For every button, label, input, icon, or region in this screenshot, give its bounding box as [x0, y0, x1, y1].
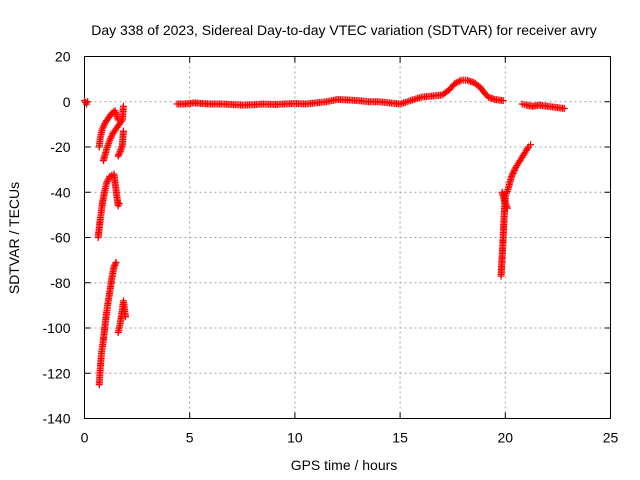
- late-recovery-marker: [503, 204, 511, 212]
- chart-title: Day 338 of 2023, Sidereal Day-to-day VTE…: [91, 22, 597, 38]
- y-axis-label: SDTVAR / TECUs: [6, 182, 22, 294]
- x-tick-label: 0: [81, 430, 89, 446]
- early-drop-mid-marker: [115, 200, 123, 208]
- y-tick-label: -120: [42, 365, 70, 381]
- x-tick-label: 20: [498, 430, 514, 446]
- late-recovery-marker: [510, 166, 518, 174]
- x-axis-label: GPS time / hours: [291, 457, 398, 473]
- early-drop-deep-marker: [110, 263, 118, 271]
- early-drop-deep-marker: [111, 260, 119, 268]
- late-arc-marker: [560, 105, 568, 113]
- y-tick-label: -140: [42, 411, 70, 427]
- late-recovery-marker: [502, 201, 510, 209]
- y-tick-label: -40: [50, 184, 70, 200]
- early-arc-b-marker: [119, 102, 127, 110]
- early-arc-c-marker: [116, 149, 124, 157]
- x-tick-labels: 0 5 10 15 20 25: [81, 430, 619, 446]
- early-drop-deep-marker: [122, 313, 130, 321]
- y-tick-label: 0: [63, 94, 71, 110]
- early-arc-c-marker: [119, 127, 127, 135]
- daytime-arc-marker: [84, 98, 92, 106]
- x-tick-label: 25: [603, 430, 619, 446]
- axis-ticks: [84, 56, 611, 419]
- late-recovery-marker: [509, 169, 517, 177]
- daytime-arc-marker: [499, 97, 507, 105]
- x-tick-label: 5: [186, 430, 194, 446]
- y-tick-labels: -140 -120 -100 -80 -60 -40 -20 0 20: [42, 49, 70, 427]
- late-recovery-marker: [508, 172, 516, 180]
- y-tick-label: 20: [55, 49, 71, 65]
- early-arc-b-marker: [117, 117, 125, 125]
- grid-lines: [84, 56, 611, 419]
- y-tick-label: -80: [50, 275, 70, 291]
- early-arc-c-marker: [115, 151, 123, 159]
- y-tick-label: -20: [50, 139, 70, 155]
- x-tick-label: 15: [392, 430, 408, 446]
- early-drop-deep-marker: [112, 258, 120, 266]
- data-points: [81, 76, 568, 389]
- late-recovery-marker: [503, 203, 511, 211]
- late-recovery-marker: [501, 200, 509, 208]
- late-recovery-marker: [527, 141, 535, 149]
- late-recovery-marker: [510, 168, 518, 176]
- early-arc-c-marker: [114, 152, 122, 160]
- y-tick-label: -100: [42, 320, 70, 336]
- daytime-arc-marker: [456, 77, 464, 85]
- late-recovery-marker: [508, 171, 516, 179]
- early-drop-deep-marker: [111, 261, 119, 269]
- x-tick-label: 10: [287, 430, 303, 446]
- y-tick-label: -60: [50, 230, 70, 246]
- plot-frame: [84, 56, 611, 419]
